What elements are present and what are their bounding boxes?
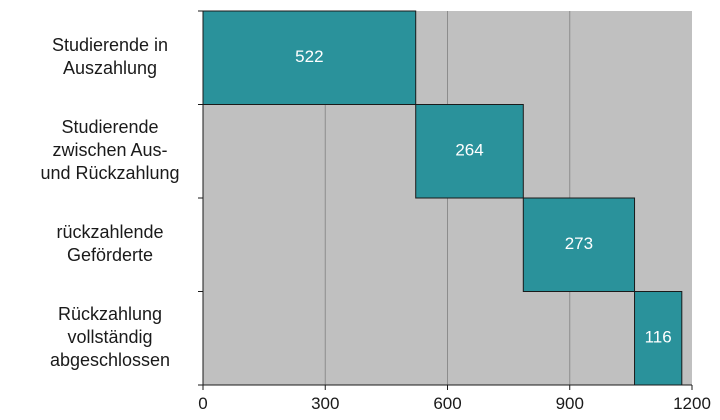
data-label-4: 116	[645, 328, 672, 347]
x-tick-label: 900	[556, 394, 584, 413]
category-label-4: Rückzahlung vollständig abgeschlossen	[50, 304, 170, 370]
x-tick-label: 0	[198, 394, 207, 413]
x-tick-label: 300	[311, 394, 339, 413]
x-tick-label: 600	[433, 394, 461, 413]
category-label-2: Studierende zwischen Aus-und Rückzahlung	[40, 117, 179, 183]
bar-4	[634, 291, 683, 386]
category-label-3: rückzahlende Geförderte	[56, 222, 163, 265]
bar-1	[202, 10, 417, 105]
bar-3	[522, 197, 636, 292]
bar-2	[415, 104, 524, 199]
category-label-1: Studierende in Auszahlung	[52, 35, 168, 78]
x-tick-label: 1200	[673, 394, 711, 413]
data-label-1: 522	[295, 47, 323, 66]
data-label-2: 264	[455, 141, 483, 160]
data-label-3: 273	[565, 234, 593, 253]
